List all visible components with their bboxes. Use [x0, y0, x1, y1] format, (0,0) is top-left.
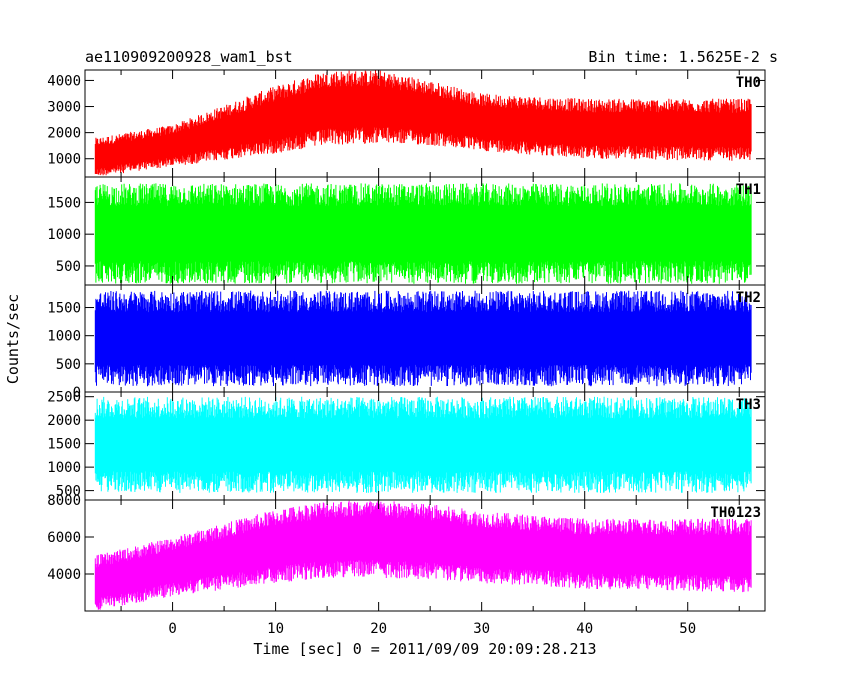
panel-th3: 500 1000 1500 2000 2500 TH3 — [47, 390, 766, 501]
x-tick-label: 0 — [168, 621, 176, 637]
y-tick-label: 4000 — [47, 73, 81, 89]
y-tick-label: 2000 — [47, 413, 81, 429]
y-tick-label: 2000 — [47, 126, 81, 142]
y-tick-label: 500 — [56, 259, 81, 275]
panel-th2: 0 500 1000 1500 TH2 — [47, 284, 766, 401]
y-tick-label: 500 — [56, 357, 81, 373]
panel-label: TH0123 — [710, 505, 761, 521]
y-tick-label: 1000 — [47, 152, 81, 168]
y-tick-label: 1500 — [47, 437, 81, 453]
y-tick-label: 2500 — [47, 390, 81, 406]
series-line-th3 — [94, 396, 752, 493]
x-tick-label: 10 — [267, 621, 284, 637]
header-right-title: Bin time: 1.5625E-2 s — [588, 48, 778, 66]
panel-th0123: 4000 6000 8000 TH0123 — [47, 493, 766, 612]
y-tick-label: 1000 — [47, 460, 81, 476]
series-line-th0123 — [94, 500, 752, 610]
x-axis-label: Time [sec] 0 = 2011/09/09 20:09:28.213 — [253, 640, 596, 658]
y-tick-label: 3000 — [47, 100, 81, 116]
series-line-th0 — [94, 70, 752, 176]
panel-label: TH0 — [736, 75, 761, 91]
x-tick-label: 50 — [679, 621, 696, 637]
y-tick-label: 6000 — [47, 530, 81, 546]
series-line-th1 — [94, 183, 752, 284]
panel-th1: 500 1000 1500 TH1 — [47, 176, 766, 286]
panel-label: TH1 — [736, 182, 761, 198]
y-tick-label: 8000 — [47, 493, 81, 509]
y-tick-label: 500 — [56, 484, 81, 500]
panel-th0: 1000 2000 3000 4000 TH0 — [47, 69, 766, 178]
y-tick-label: 1500 — [47, 195, 81, 211]
panel-frame — [84, 499, 766, 612]
y-tick-label: 0 — [73, 385, 81, 401]
x-tick-label: 20 — [370, 621, 387, 637]
x-tick-label: 30 — [473, 621, 490, 637]
header-left-title: ae110909200928_wam1_bst — [85, 48, 293, 66]
y-tick-label: 4000 — [47, 567, 81, 583]
series-line-th2 — [94, 290, 752, 387]
y-tick-label: 1000 — [47, 227, 81, 243]
y-tick-label: 1500 — [47, 301, 81, 317]
y-axis-label: Counts/sec — [4, 294, 22, 384]
y-tick-label: 1000 — [47, 329, 81, 345]
panel-label: TH3 — [736, 397, 761, 413]
x-tick-label: 40 — [576, 621, 593, 637]
panel-label: TH2 — [736, 290, 761, 306]
